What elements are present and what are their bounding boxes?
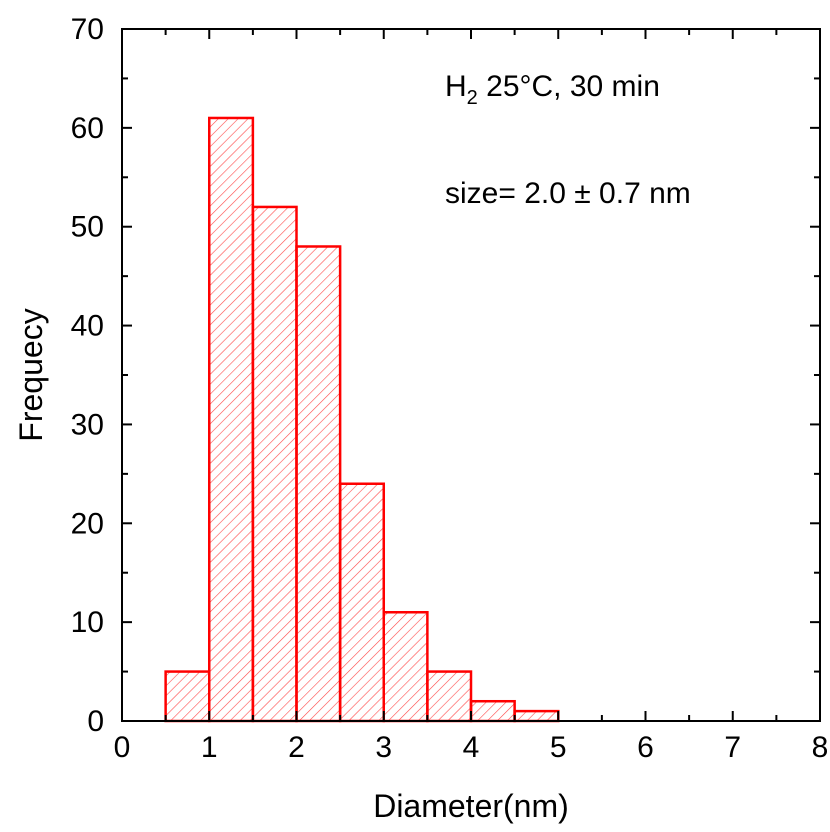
histogram-bar [338,482,385,723]
x-tick-label: 6 [637,731,654,764]
y-tick-label: 20 [71,507,104,540]
x-tick-label: 2 [288,731,305,764]
y-axis-title: Frequecy [13,308,49,441]
y-tick-label: 60 [71,112,104,145]
y-tick-label: 40 [71,310,104,343]
y-axis-ticks: 0 10 20 30 40 50 60 70 [71,13,820,738]
x-tick-label: 1 [201,731,218,764]
x-tick-label: 7 [724,731,741,764]
annotation-h: H [445,70,467,103]
annotation-size: size= 2.0 ± 0.7 nm [445,177,691,210]
x-tick-label: 4 [463,731,480,764]
bars-group [164,116,560,723]
y-tick-label: 30 [71,408,104,441]
y-tick-label: 50 [71,211,104,244]
histogram-bar [426,670,473,723]
x-tick-label: 8 [812,731,829,764]
x-axis-ticks: 0 1 2 3 4 5 6 7 8 [114,29,829,764]
annotation-condition-rest: 25°C, 30 min [478,70,660,103]
annotation-subscript: 2 [467,87,478,109]
histogram-bar [251,205,298,723]
histogram-bar [469,699,516,723]
histogram-bar [295,245,342,723]
y-tick-label: 0 [87,705,104,738]
x-tick-label: 5 [550,731,567,764]
histogram-bar [382,611,429,723]
x-tick-label: 3 [375,731,392,764]
x-axis-title: Diameter(nm) [373,788,569,824]
x-tick-label: 0 [114,731,131,764]
histogram-bar [208,116,255,723]
histogram-bar [164,670,211,723]
y-tick-label: 10 [71,606,104,639]
y-tick-label: 70 [71,13,104,46]
annotation-condition: H2 25°C, 30 min [445,70,660,109]
histogram-bar [513,709,560,723]
